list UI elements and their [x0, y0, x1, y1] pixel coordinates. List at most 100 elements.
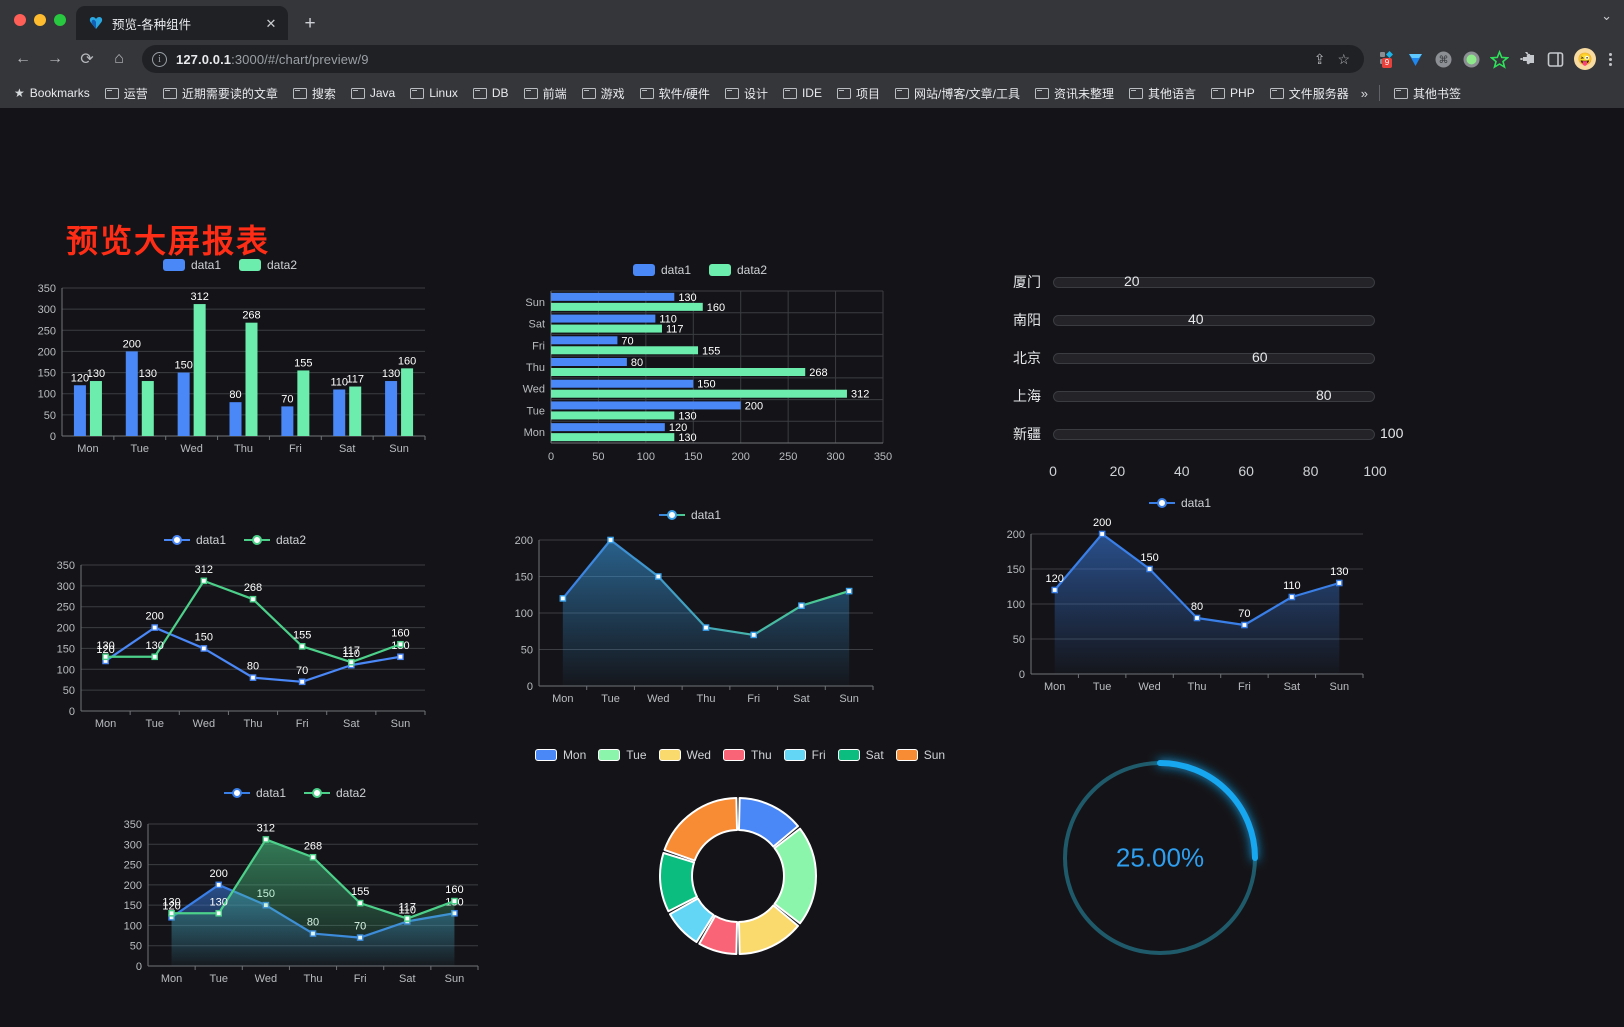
data-label: 155 [294, 357, 312, 369]
bookmark-item[interactable]: 资讯未整理 [1029, 82, 1120, 105]
legend-item[interactable]: data2 [709, 263, 767, 277]
pie-slice[interactable] [659, 851, 698, 913]
url-path: :3000/#/chart/preview/9 [231, 51, 369, 67]
share-icon[interactable]: ⇪ [1313, 51, 1326, 67]
window-controls[interactable] [10, 0, 76, 40]
legend-label: Fri [811, 748, 826, 762]
area-fill [171, 839, 455, 966]
chart-line-two-series: data1 data2 0 50 100 150 200 250 300 350 Mon Tue W… [35, 533, 435, 748]
progress-value: 100 [1380, 424, 1404, 441]
legend-item[interactable]: data1 [632, 263, 691, 277]
new-tab-button[interactable]: + [304, 12, 316, 34]
bookmark-item[interactable]: 游戏 [576, 82, 631, 105]
bar [229, 402, 242, 436]
bookmark-item[interactable]: Linux [404, 83, 464, 103]
bookmark-item[interactable]: 设计 [719, 82, 774, 105]
bookmark-item[interactable]: Java [345, 83, 401, 103]
maximize-window-button[interactable] [54, 14, 66, 26]
bookmark-item[interactable]: 其他语言 [1123, 82, 1202, 105]
bookmark-label: 近期需要读的文章 [181, 86, 278, 101]
bookmark-item[interactable]: 运营 [99, 82, 154, 105]
grid-extension-icon[interactable]: 9 [1378, 50, 1397, 69]
bookmark-item[interactable]: 软件/硬件 [634, 82, 716, 105]
pie-slice[interactable] [737, 904, 799, 955]
bookmark-item[interactable]: 网站/博客/文章/工具 [889, 82, 1026, 105]
browser-menu-icon[interactable] [1605, 52, 1616, 66]
data-label: 268 [242, 310, 260, 322]
legend-item[interactable]: data1 [163, 533, 226, 547]
bar [551, 324, 662, 333]
bookmark-label: 项目 [855, 86, 880, 101]
legend-item[interactable]: Sat [837, 748, 884, 762]
bookmarks-overflow-icon[interactable]: » [1360, 85, 1368, 101]
diamond-extension-icon[interactable] [1406, 50, 1425, 69]
bookmark-label: DB [491, 86, 509, 100]
folder-icon [581, 87, 596, 99]
bookmark-item[interactable]: 项目 [831, 82, 886, 105]
data-point [200, 645, 208, 652]
close-icon[interactable]: ✕ [265, 15, 277, 31]
legend-item[interactable]: data2 [244, 533, 306, 547]
legend-item[interactable]: data1 [162, 258, 221, 272]
data-label: 130 [678, 432, 696, 444]
data-label: 110 [659, 314, 677, 326]
site-info-icon[interactable]: i [152, 51, 167, 67]
pie-slice[interactable] [668, 897, 715, 944]
avatar[interactable]: 😜 [1574, 48, 1596, 70]
forward-button[interactable]: → [47, 50, 63, 67]
data-label: 312 [851, 389, 869, 401]
progress-value: 20 [1124, 272, 1140, 289]
legend-item[interactable]: data2 [239, 258, 297, 272]
legend-item[interactable]: Tue [598, 748, 647, 762]
legend-item[interactable]: Fri [783, 748, 826, 762]
puzzle-extensions-icon[interactable] [1518, 50, 1537, 69]
axis-tick-label: 350 [57, 560, 75, 572]
reload-button[interactable]: ⟳ [80, 51, 94, 68]
browser-tab[interactable]: 预览-各种组件 ✕ [76, 6, 288, 40]
area-fill [562, 540, 850, 686]
folder-icon [292, 87, 307, 99]
chevron-down-icon[interactable]: ⌄ [1601, 8, 1612, 23]
legend-item[interactable]: data1 [1148, 496, 1211, 510]
data-point [249, 674, 257, 681]
sidepanel-icon[interactable] [1546, 50, 1565, 69]
bookmarks-root[interactable]: ★ Bookmarks [8, 83, 96, 103]
legend-item[interactable]: data1 [658, 508, 721, 522]
pie-slice[interactable] [773, 827, 817, 925]
close-window-button[interactable] [14, 14, 26, 26]
data-label: 70 [1238, 608, 1250, 620]
bookmark-item[interactable]: 搜索 [287, 82, 342, 105]
legend-item[interactable]: Thu [722, 748, 772, 762]
chart-area-stacked: data1 data2 0 50 100 150 200 250 300 350 Mon Tue W… [100, 786, 490, 1001]
folder-icon [639, 87, 654, 99]
bookmark-item[interactable]: IDE [777, 83, 828, 103]
bookmark-star-icon[interactable]: ☆ [1337, 51, 1350, 67]
legend-item[interactable]: Mon [534, 748, 586, 762]
back-button[interactable]: ← [15, 50, 31, 67]
bookmark-other[interactable]: 其他书签 [1388, 82, 1467, 105]
green-circle-extension-icon[interactable] [1462, 50, 1481, 69]
pie-slice[interactable] [737, 797, 799, 848]
legend-item[interactable]: Wed [658, 748, 711, 762]
data-point [607, 536, 614, 544]
pie-slice[interactable] [698, 914, 739, 955]
star-extension-icon[interactable] [1489, 49, 1510, 69]
address-bar[interactable]: i 127.0.0.1:3000/#/chart/preview/9 ⇪ ☆ [142, 45, 1364, 73]
bookmark-item[interactable]: 文件服务器 [1264, 82, 1355, 105]
legend-item[interactable]: data2 [304, 786, 366, 800]
axis-tick-label: Tue [526, 405, 545, 417]
legend-marker-data1 [658, 508, 685, 522]
minimize-window-button[interactable] [34, 14, 46, 26]
legend-label: Tue [626, 748, 647, 762]
bookmark-item[interactable]: 前端 [518, 82, 573, 105]
bookmark-item[interactable]: DB [467, 83, 515, 103]
pie-slice[interactable] [663, 797, 739, 862]
command-extension-icon[interactable]: ⌘ [1434, 50, 1453, 69]
bar [551, 389, 847, 398]
data-label: 110 [399, 904, 417, 916]
legend-item[interactable]: Sun [895, 748, 945, 762]
legend-item[interactable]: data1 [223, 786, 286, 800]
bookmark-item[interactable]: 近期需要读的文章 [157, 82, 284, 105]
bookmark-item[interactable]: PHP [1205, 83, 1261, 103]
home-button[interactable]: ⌂ [114, 50, 124, 67]
